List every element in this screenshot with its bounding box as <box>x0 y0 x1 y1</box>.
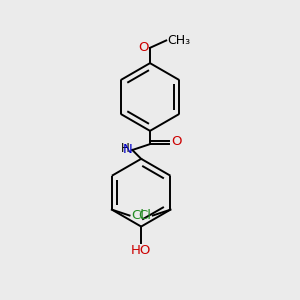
Text: O: O <box>138 41 148 54</box>
Text: N: N <box>123 142 133 156</box>
Text: Cl: Cl <box>138 209 152 222</box>
Text: CH₃: CH₃ <box>168 34 191 47</box>
Text: O: O <box>172 135 182 148</box>
Text: Cl: Cl <box>131 209 144 222</box>
Text: H: H <box>121 142 130 155</box>
Text: HO: HO <box>131 244 152 257</box>
